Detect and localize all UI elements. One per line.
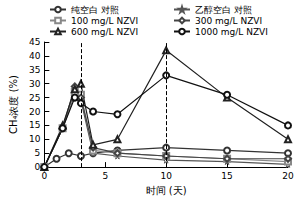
svg-text:5: 5 xyxy=(35,148,41,158)
svg-text:CH₄浓度 (%): CH₄浓度 (%) xyxy=(8,75,19,134)
svg-text:20: 20 xyxy=(29,107,41,117)
svg-text:30: 30 xyxy=(29,79,41,89)
svg-text:15: 15 xyxy=(29,120,40,130)
svg-text:时间 (天): 时间 (天) xyxy=(146,185,187,196)
svg-text:40: 40 xyxy=(29,51,41,61)
svg-text:300 mg/L NZVI: 300 mg/L NZVI xyxy=(195,16,262,26)
svg-text:1000 mg/L NZVI: 1000 mg/L NZVI xyxy=(195,27,268,37)
svg-text:纯空白 对照: 纯空白 对照 xyxy=(71,5,119,15)
svg-text:乙醇空白 对照: 乙醇空白 对照 xyxy=(195,5,252,15)
svg-text:15: 15 xyxy=(221,171,232,181)
svg-text:45: 45 xyxy=(29,37,40,47)
svg-text:100 mg/L NZVI: 100 mg/L NZVI xyxy=(71,16,138,26)
svg-text:35: 35 xyxy=(29,65,40,75)
svg-text:10: 10 xyxy=(160,171,172,181)
svg-text:600 mg/L NZVI: 600 mg/L NZVI xyxy=(71,27,138,37)
svg-text:10: 10 xyxy=(29,134,41,144)
svg-text:0: 0 xyxy=(41,171,47,181)
svg-text:20: 20 xyxy=(282,171,294,181)
svg-text:25: 25 xyxy=(29,93,40,103)
svg-text:0: 0 xyxy=(35,162,41,172)
svg-text:5: 5 xyxy=(102,171,108,181)
